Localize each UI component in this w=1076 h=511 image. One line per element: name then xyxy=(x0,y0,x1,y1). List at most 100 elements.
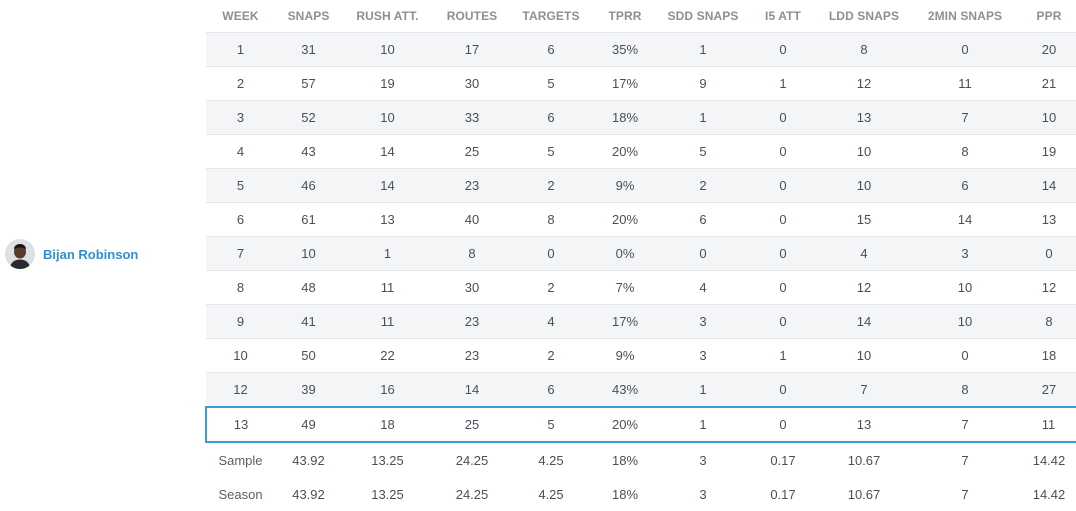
table-cell: 0 xyxy=(747,169,819,203)
table-cell: 0 xyxy=(747,33,819,67)
table-cell: 23 xyxy=(433,169,511,203)
table-cell: 10 xyxy=(819,135,909,169)
table-cell: 8 xyxy=(819,33,909,67)
table-cell: 1 xyxy=(342,237,433,271)
table-cell: 0 xyxy=(747,135,819,169)
table-cell: 18% xyxy=(591,101,659,135)
table-cell: 10 xyxy=(819,339,909,373)
table-cell: 11 xyxy=(342,305,433,339)
table-cell: 10 xyxy=(206,339,275,373)
summary-cell: 18% xyxy=(591,442,659,477)
table-cell: 2 xyxy=(511,339,591,373)
table-cell: 10 xyxy=(909,305,1021,339)
table-cell: 8 xyxy=(206,271,275,305)
table-cell: 1 xyxy=(659,407,747,442)
table-cell: 0 xyxy=(747,373,819,408)
table-cell: 0 xyxy=(659,237,747,271)
table-cell: 6 xyxy=(659,203,747,237)
summary-cell: 3 xyxy=(659,477,747,511)
table-cell: 43% xyxy=(591,373,659,408)
table-cell: 2 xyxy=(206,67,275,101)
table-cell: 3 xyxy=(909,237,1021,271)
table-cell: 48 xyxy=(275,271,342,305)
table-cell: 11 xyxy=(1021,407,1076,442)
summary-cell: 24.25 xyxy=(433,477,511,511)
summary-cell: 0.17 xyxy=(747,442,819,477)
table-cell: 19 xyxy=(1021,135,1076,169)
summary-cell: 24.25 xyxy=(433,442,511,477)
player-link[interactable]: Bijan Robinson xyxy=(5,238,138,270)
header-routes[interactable]: ROUTES xyxy=(433,0,511,33)
summary-cell: 13.25 xyxy=(342,442,433,477)
table-cell: 17 xyxy=(433,33,511,67)
header-ldd-snaps[interactable]: LDD SNAPS xyxy=(819,0,909,33)
table-cell: 13 xyxy=(206,407,275,442)
table-cell: 13 xyxy=(819,407,909,442)
table-cell: 46 xyxy=(275,169,342,203)
table-cell: 30 xyxy=(433,67,511,101)
table-cell: 20% xyxy=(591,135,659,169)
summary-cell: 0.17 xyxy=(747,477,819,511)
table-cell: 14 xyxy=(433,373,511,408)
table-cell: 14 xyxy=(909,203,1021,237)
table-cell: 6 xyxy=(511,101,591,135)
header-rush-att[interactable]: RUSH ATT. xyxy=(342,0,433,33)
table-cell: 10 xyxy=(342,101,433,135)
summary-cell: 14.42 xyxy=(1021,442,1076,477)
table-cell: 8 xyxy=(909,135,1021,169)
table-cell: 0 xyxy=(747,237,819,271)
header-2min-snaps[interactable]: 2MIN SNAPS xyxy=(909,0,1021,33)
table-cell: 20% xyxy=(591,407,659,442)
table-cell: 6 xyxy=(511,373,591,408)
table-cell: 61 xyxy=(275,203,342,237)
table-cell: 8 xyxy=(433,237,511,271)
table-cell: 0 xyxy=(747,271,819,305)
table-cell: 18 xyxy=(342,407,433,442)
table-cell: 43 xyxy=(275,135,342,169)
table-cell: 40 xyxy=(433,203,511,237)
table-cell: 14 xyxy=(342,135,433,169)
header-snaps[interactable]: SNAPS xyxy=(275,0,342,33)
summary-cell: 43.92 xyxy=(275,442,342,477)
summary-label: Sample xyxy=(206,442,275,477)
header-targets[interactable]: TARGETS xyxy=(511,0,591,33)
table-cell: 0 xyxy=(909,339,1021,373)
header-i5-att[interactable]: I5 ATT xyxy=(747,0,819,33)
table-cell: 17% xyxy=(591,305,659,339)
header-tprr[interactable]: TPRR xyxy=(591,0,659,33)
table-header-row: WEEK SNAPS RUSH ATT. ROUTES TARGETS TPRR… xyxy=(206,0,1076,33)
table-cell: 30 xyxy=(433,271,511,305)
table-cell: 5 xyxy=(511,67,591,101)
header-sdd-snaps[interactable]: SDD SNAPS xyxy=(659,0,747,33)
table-cell: 17% xyxy=(591,67,659,101)
table-cell: 15 xyxy=(819,203,909,237)
table-cell: 3 xyxy=(659,305,747,339)
table-cell: 4 xyxy=(659,271,747,305)
table-cell: 20% xyxy=(591,203,659,237)
header-ppr[interactable]: PPR xyxy=(1021,0,1076,33)
table-cell: 10 xyxy=(275,237,342,271)
summary-cell: 14.42 xyxy=(1021,477,1076,511)
table-cell: 27 xyxy=(1021,373,1076,408)
summary-cell: 7 xyxy=(909,477,1021,511)
table-cell: 22 xyxy=(342,339,433,373)
summary-cell: 7 xyxy=(909,442,1021,477)
table-cell: 52 xyxy=(275,101,342,135)
player-name[interactable]: Bijan Robinson xyxy=(43,247,138,262)
header-week[interactable]: WEEK xyxy=(206,0,275,33)
table-cell: 6 xyxy=(909,169,1021,203)
summary-cell: 10.67 xyxy=(819,442,909,477)
